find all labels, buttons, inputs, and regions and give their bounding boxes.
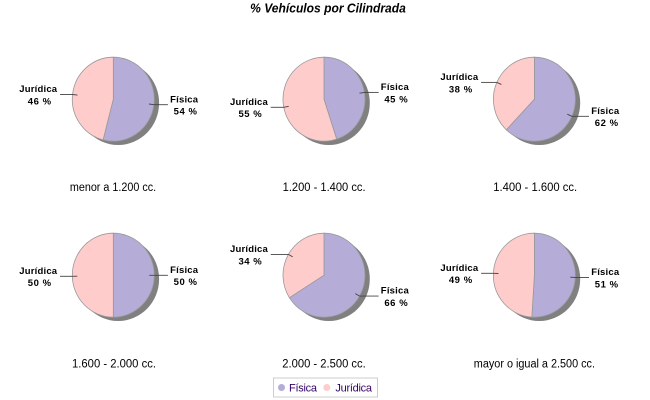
svg-text:1.400 - 1.600 cc.: 1.400 - 1.600 cc. xyxy=(493,182,577,194)
svg-text:menor a 1.200 cc.: menor a 1.200 cc. xyxy=(70,182,156,194)
svg-text:Física: Física xyxy=(170,94,199,105)
svg-text:55 %: 55 % xyxy=(238,109,262,120)
svg-text:1.200 - 1.400 cc.: 1.200 - 1.400 cc. xyxy=(283,182,366,194)
svg-text:Jurídica: Jurídica xyxy=(19,266,58,277)
svg-text:50 %: 50 % xyxy=(28,278,52,289)
svg-text:2.000 - 2.500 cc.: 2.000 - 2.500 cc. xyxy=(282,359,366,371)
svg-text:Física: Física xyxy=(591,267,620,278)
svg-text:Jurídica: Jurídica xyxy=(230,97,269,108)
svg-text:46 %: 46 % xyxy=(28,96,52,107)
svg-text:50 %: 50 % xyxy=(174,277,198,288)
svg-text:Jurídica: Jurídica xyxy=(335,383,372,395)
svg-text:66 %: 66 % xyxy=(384,298,408,309)
svg-text:Jurídica: Jurídica xyxy=(440,263,479,274)
svg-text:Física: Física xyxy=(170,265,199,276)
svg-text:62 %: 62 % xyxy=(595,118,619,129)
svg-text:Jurídica: Jurídica xyxy=(230,244,269,255)
svg-text:Jurídica: Jurídica xyxy=(19,84,58,95)
svg-text:51 %: 51 % xyxy=(595,279,619,290)
svg-text:Jurídica: Jurídica xyxy=(440,72,479,83)
svg-text:1.600 - 2.000 cc.: 1.600 - 2.000 cc. xyxy=(72,359,156,371)
svg-text:Física: Física xyxy=(381,286,410,297)
svg-text:Física: Física xyxy=(591,106,620,117)
svg-text:54 %: 54 % xyxy=(174,107,198,118)
svg-text:Física: Física xyxy=(381,82,410,93)
svg-text:45 %: 45 % xyxy=(384,94,408,105)
svg-text:mayor o igual a 2.500 cc.: mayor o igual a 2.500 cc. xyxy=(474,359,595,371)
svg-text:% Vehículos por Cilindrada: % Vehículos por Cilindrada xyxy=(250,2,406,16)
svg-text:49 %: 49 % xyxy=(449,275,473,286)
svg-text:38 %: 38 % xyxy=(449,84,473,95)
svg-text:Física: Física xyxy=(289,383,318,395)
svg-text:34 %: 34 % xyxy=(238,256,262,267)
